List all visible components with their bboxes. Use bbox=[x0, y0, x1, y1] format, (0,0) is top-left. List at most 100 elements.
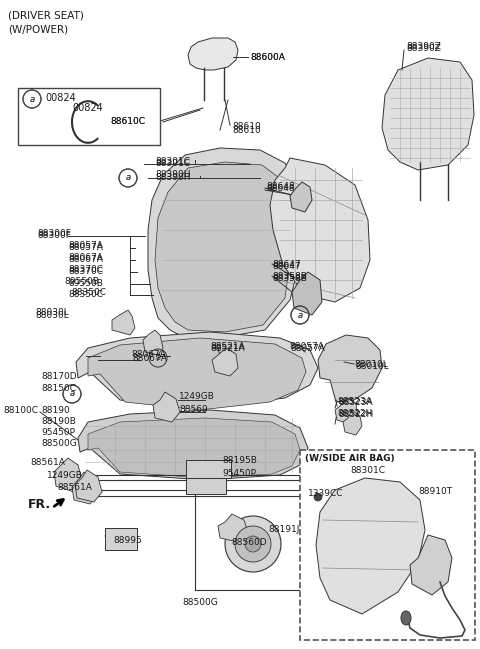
Text: 88647: 88647 bbox=[272, 260, 300, 269]
Text: 88600A: 88600A bbox=[250, 53, 285, 62]
Text: 88300F: 88300F bbox=[37, 231, 71, 240]
Circle shape bbox=[314, 493, 322, 501]
Text: 88522H: 88522H bbox=[338, 410, 373, 419]
Text: 88301C: 88301C bbox=[155, 157, 190, 166]
Polygon shape bbox=[270, 158, 370, 302]
Text: 88150C: 88150C bbox=[41, 384, 76, 393]
Polygon shape bbox=[188, 38, 238, 70]
Text: 88057A: 88057A bbox=[68, 241, 103, 250]
Text: FR.: FR. bbox=[28, 498, 51, 511]
Text: 88560D: 88560D bbox=[231, 538, 266, 547]
Text: 88067A: 88067A bbox=[131, 350, 166, 359]
Text: 88500G: 88500G bbox=[41, 439, 77, 448]
Bar bbox=[18, 88, 160, 145]
Text: 88195B: 88195B bbox=[222, 456, 257, 465]
Text: 88561A: 88561A bbox=[30, 458, 65, 467]
Text: 88610C: 88610C bbox=[110, 117, 145, 126]
Text: 88561A: 88561A bbox=[57, 483, 92, 492]
Text: 88523A: 88523A bbox=[337, 397, 372, 406]
Polygon shape bbox=[76, 332, 318, 408]
Bar bbox=[186, 460, 231, 478]
Polygon shape bbox=[78, 410, 308, 480]
Text: 88610C: 88610C bbox=[110, 117, 145, 126]
Circle shape bbox=[235, 526, 271, 562]
Text: (W/SIDE AIR BAG): (W/SIDE AIR BAG) bbox=[305, 454, 395, 463]
Polygon shape bbox=[54, 458, 82, 492]
Text: 1249GB: 1249GB bbox=[47, 471, 83, 480]
Text: a: a bbox=[125, 173, 131, 182]
Text: 88390Z: 88390Z bbox=[406, 44, 441, 53]
Bar bbox=[186, 478, 226, 494]
Text: 88057A: 88057A bbox=[289, 342, 324, 351]
Text: 88522H: 88522H bbox=[337, 409, 372, 418]
Polygon shape bbox=[212, 348, 238, 376]
Text: 88647: 88647 bbox=[272, 262, 300, 271]
Text: 88030L: 88030L bbox=[35, 308, 69, 317]
Bar bbox=[105, 528, 137, 550]
Polygon shape bbox=[318, 335, 382, 402]
Text: 95450P: 95450P bbox=[222, 469, 256, 478]
Polygon shape bbox=[290, 182, 312, 212]
Text: 88648: 88648 bbox=[266, 182, 295, 191]
Text: 88600A: 88600A bbox=[250, 53, 285, 62]
Text: 88057A: 88057A bbox=[68, 243, 103, 252]
Text: 88610: 88610 bbox=[232, 126, 261, 135]
Text: 88358B: 88358B bbox=[272, 274, 307, 283]
Polygon shape bbox=[88, 338, 306, 410]
Text: (DRIVER SEAT): (DRIVER SEAT) bbox=[8, 10, 84, 20]
Text: a: a bbox=[29, 95, 35, 103]
Text: 88057A: 88057A bbox=[290, 344, 325, 353]
Polygon shape bbox=[343, 410, 362, 435]
Circle shape bbox=[225, 516, 281, 572]
Text: 88370C: 88370C bbox=[68, 267, 103, 276]
Text: 00824: 00824 bbox=[45, 93, 76, 103]
Text: 88067A: 88067A bbox=[68, 253, 103, 262]
Text: a: a bbox=[29, 95, 35, 103]
Polygon shape bbox=[148, 148, 302, 338]
Text: a: a bbox=[156, 354, 161, 363]
Text: a: a bbox=[298, 310, 302, 319]
Text: 88358B: 88358B bbox=[272, 272, 307, 281]
Text: 88569: 88569 bbox=[179, 405, 208, 414]
Text: (W/POWER): (W/POWER) bbox=[8, 24, 68, 34]
Polygon shape bbox=[153, 392, 180, 422]
Text: 1339CC: 1339CC bbox=[308, 489, 344, 498]
Text: a: a bbox=[70, 389, 74, 398]
Text: 88521A: 88521A bbox=[210, 342, 245, 351]
Text: 88067A: 88067A bbox=[132, 354, 167, 363]
Polygon shape bbox=[72, 472, 98, 504]
Text: 88390H: 88390H bbox=[155, 170, 191, 179]
Polygon shape bbox=[382, 58, 474, 170]
Polygon shape bbox=[88, 418, 300, 478]
Text: 88100C: 88100C bbox=[3, 406, 38, 415]
Polygon shape bbox=[75, 470, 102, 502]
Text: 89550B: 89550B bbox=[68, 279, 103, 288]
Ellipse shape bbox=[401, 611, 411, 625]
Text: 88190: 88190 bbox=[41, 406, 70, 415]
Polygon shape bbox=[155, 162, 294, 332]
Text: 88390Z: 88390Z bbox=[406, 42, 441, 51]
Text: 88300F: 88300F bbox=[37, 229, 71, 238]
Polygon shape bbox=[218, 514, 248, 542]
Text: 88190B: 88190B bbox=[41, 417, 76, 426]
Text: 88521A: 88521A bbox=[210, 344, 245, 353]
Text: 88067A: 88067A bbox=[68, 255, 103, 264]
Text: 89550B: 89550B bbox=[64, 277, 99, 286]
Polygon shape bbox=[316, 478, 425, 614]
Text: 88995: 88995 bbox=[113, 536, 142, 545]
Text: 88523A: 88523A bbox=[338, 398, 373, 407]
Text: 88648: 88648 bbox=[266, 184, 295, 193]
Text: 88010L: 88010L bbox=[354, 360, 388, 369]
Text: 95450P: 95450P bbox=[41, 428, 75, 437]
Text: 88610: 88610 bbox=[232, 122, 261, 131]
Text: 88500G: 88500G bbox=[182, 598, 218, 607]
Polygon shape bbox=[143, 330, 163, 355]
Text: 88010L: 88010L bbox=[355, 362, 389, 371]
Text: a: a bbox=[70, 389, 74, 398]
Polygon shape bbox=[292, 272, 322, 315]
Circle shape bbox=[245, 536, 261, 552]
Text: 88910T: 88910T bbox=[418, 487, 452, 496]
Text: 88390H: 88390H bbox=[155, 173, 191, 182]
Text: 88030L: 88030L bbox=[35, 311, 69, 320]
Polygon shape bbox=[112, 310, 135, 335]
